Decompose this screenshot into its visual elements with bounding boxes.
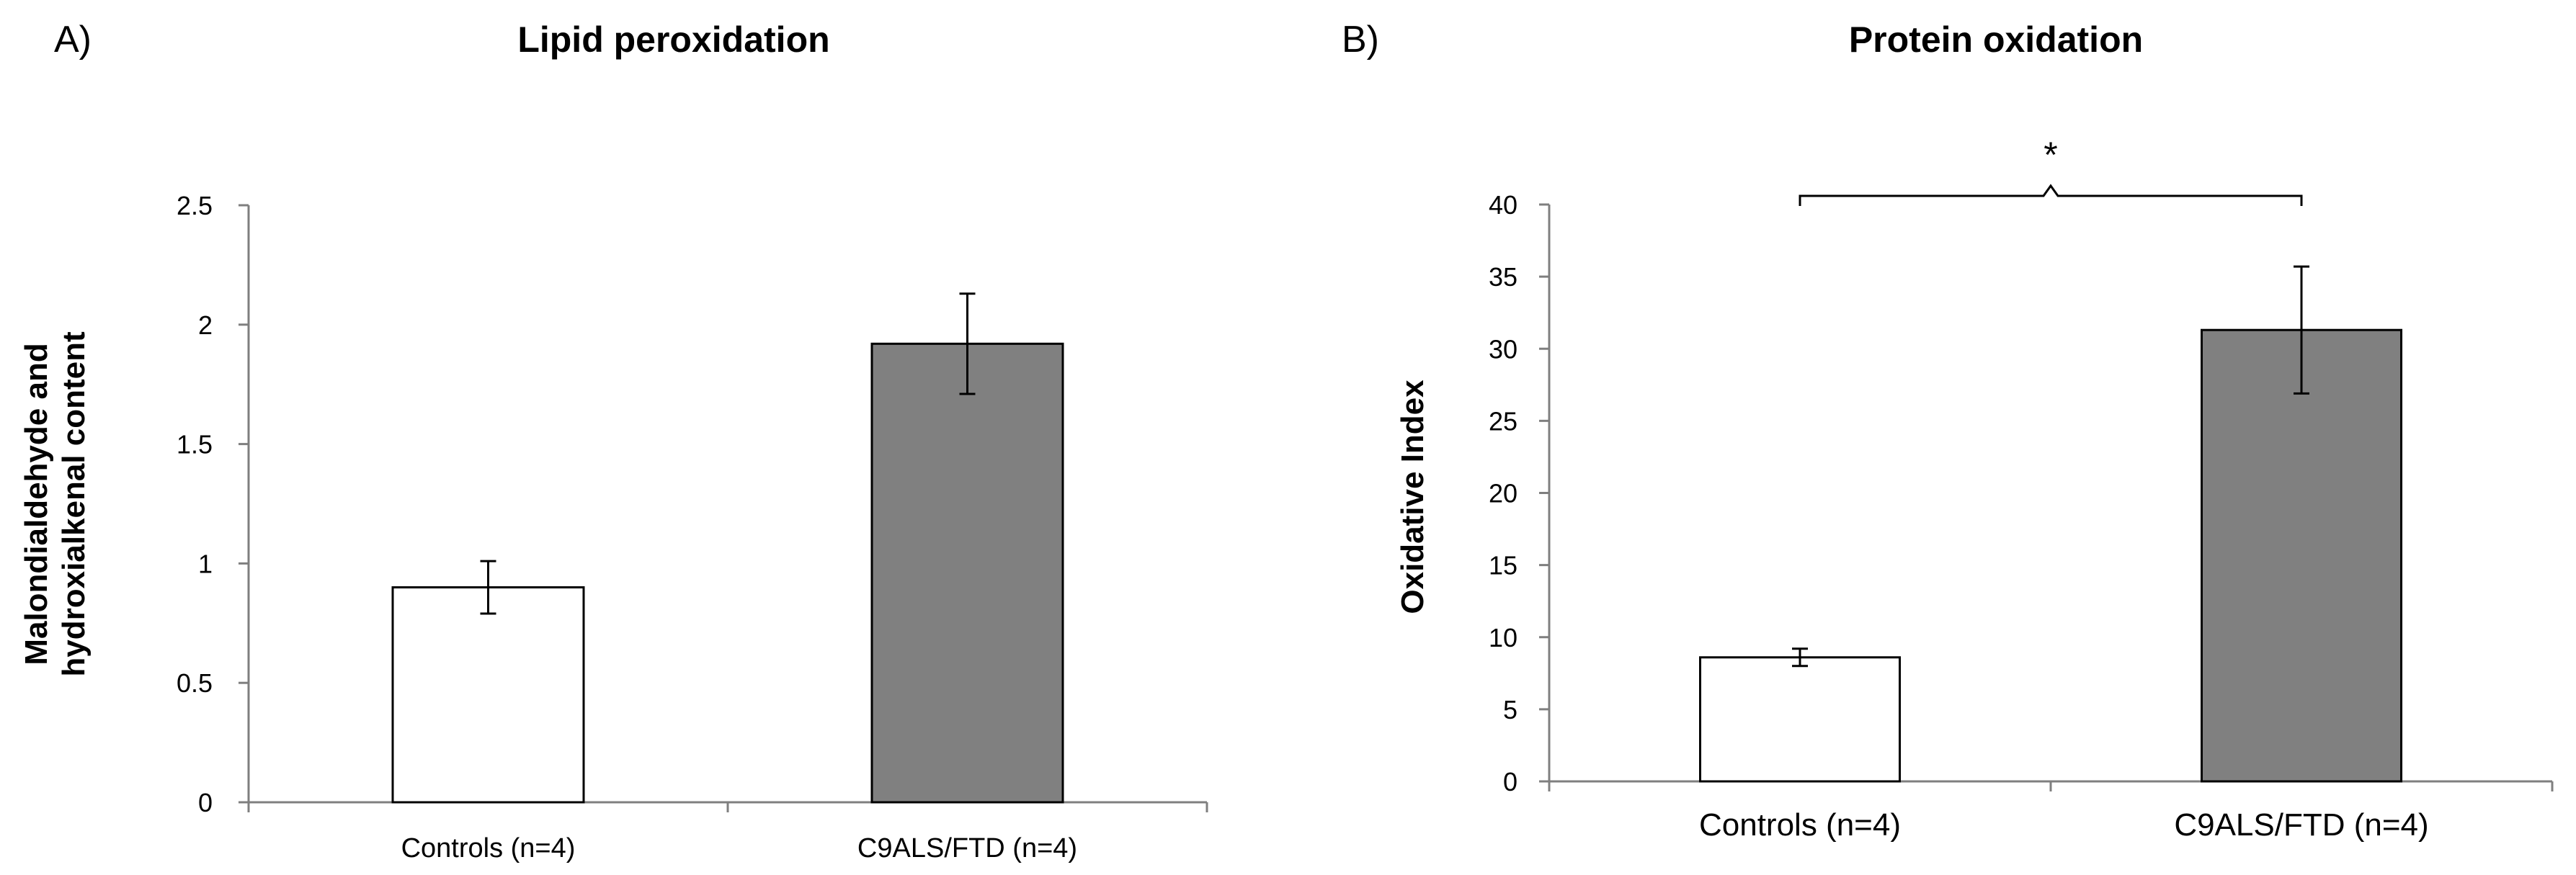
y-tick-label: 0.5 bbox=[177, 668, 213, 698]
bar bbox=[391, 586, 585, 804]
y-tick-label: 5 bbox=[1503, 695, 1517, 724]
y-tick-label: 35 bbox=[1489, 262, 1517, 292]
y-tick-label: 25 bbox=[1489, 406, 1517, 436]
y-axis-label: hydroxialkenal content bbox=[56, 331, 92, 677]
y-tick-label: 20 bbox=[1489, 479, 1517, 508]
y-tick-label: 0 bbox=[198, 788, 213, 817]
panel-label: A) bbox=[54, 19, 92, 60]
chart-title: Protein oxidation bbox=[1849, 19, 2143, 60]
y-tick-label: 15 bbox=[1489, 551, 1517, 580]
y-tick-label: 1.5 bbox=[177, 430, 213, 459]
y-tick-label: 40 bbox=[1489, 190, 1517, 220]
y-tick-label: 2.5 bbox=[177, 191, 213, 220]
significance-bracket bbox=[1799, 184, 2303, 206]
panel-a: A) Lipid peroxidation Malondialdehyde and h… bbox=[19, 19, 1208, 863]
panel-label: B) bbox=[1342, 19, 1379, 60]
y-axis-label: Malondialdehyde and bbox=[19, 343, 54, 665]
x-tick-label: C9ALS/FTD (n=4) bbox=[2174, 807, 2428, 843]
y-tick-label: 1 bbox=[198, 549, 213, 578]
panel-b: B) Protein oxidation Oxidative Index 0 5 10 15… bbox=[1342, 19, 2554, 843]
y-tick-label: 2 bbox=[198, 310, 213, 340]
x-tick-label: Controls (n=4) bbox=[401, 833, 576, 863]
chart-title: Lipid peroxidation bbox=[517, 19, 829, 60]
x-tick-label: Controls (n=4) bbox=[1699, 807, 1901, 843]
bar bbox=[1699, 656, 1901, 783]
x-tick-label: C9ALS/FTD (n=4) bbox=[857, 833, 1077, 863]
y-tick-label: 30 bbox=[1489, 334, 1517, 364]
y-tick-label: 0 bbox=[1503, 767, 1517, 797]
significance-marker: * bbox=[2044, 135, 2057, 175]
bar bbox=[870, 342, 1064, 804]
y-tick-label: 10 bbox=[1489, 623, 1517, 652]
y-axis-label: Oxidative Index bbox=[1395, 380, 1430, 614]
bar bbox=[2201, 328, 2402, 783]
